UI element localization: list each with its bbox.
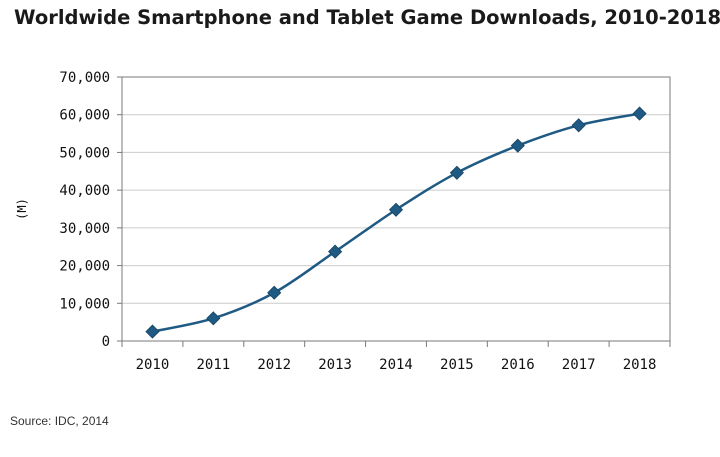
y-tick-label: 0 — [102, 334, 110, 350]
x-tick-label: 2011 — [196, 357, 230, 373]
y-tick-label: 10,000 — [59, 296, 110, 312]
y-tick-label: 50,000 — [59, 145, 110, 161]
x-tick-label: 2015 — [440, 357, 474, 373]
y-tick-label: 30,000 — [59, 221, 110, 237]
x-tick-label: 2012 — [257, 357, 291, 373]
data-point — [510, 138, 525, 153]
y-axis-label: (M) — [15, 198, 29, 220]
x-tick-label: 2016 — [501, 357, 535, 373]
y-tick-label: 60,000 — [59, 108, 110, 124]
data-point — [388, 202, 404, 217]
data-point — [267, 285, 282, 300]
source-note: Source: IDC, 2014 — [10, 414, 109, 428]
data-point — [632, 106, 647, 121]
data-point — [328, 244, 343, 259]
x-tick-label: 2013 — [318, 357, 352, 373]
gridlines — [122, 76, 670, 304]
data-point — [571, 118, 586, 133]
y-tick-label: 40,000 — [59, 183, 110, 199]
plot-border — [121, 76, 671, 342]
x-tick-label: 2018 — [623, 357, 657, 373]
series-line — [152, 112, 640, 333]
data-markers — [145, 106, 647, 339]
y-tick-label: 20,000 — [59, 259, 110, 275]
data-point — [449, 165, 464, 180]
x-tick-label: 2014 — [379, 357, 413, 373]
y-tick-label: 70,000 — [59, 70, 110, 86]
x-tick-label: 2017 — [562, 357, 596, 373]
y-tick-labels: 0 10,000 20,000 30,000 40,000 50,000 60,000 70,… — [59, 70, 110, 350]
axes — [117, 76, 671, 347]
x-tick-labels: 2010 2011 2012 2013 2014 2015 2016 2017 2018 — [136, 357, 657, 373]
x-tick-label: 2010 — [136, 357, 170, 373]
data-point — [206, 311, 221, 326]
data-point — [145, 324, 160, 339]
chart-title: Worldwide Smartphone and Tablet Game Dow… — [14, 6, 720, 29]
